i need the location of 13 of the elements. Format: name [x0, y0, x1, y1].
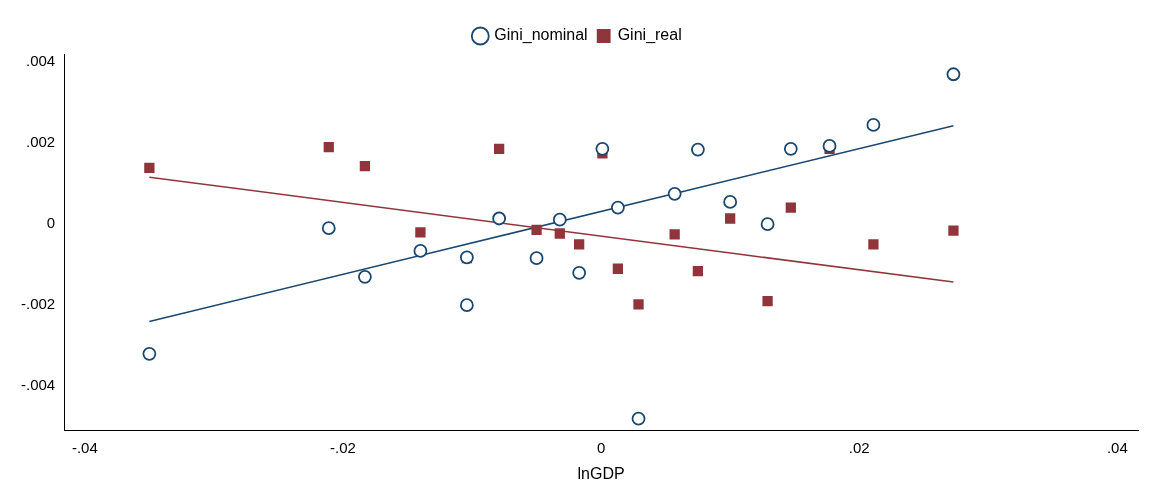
y-tick-label: 0 [46, 214, 56, 232]
y-tick-label: -.002 [20, 295, 56, 313]
y-tick-label: -.004 [20, 376, 56, 394]
x-axis-title: lnGDP [577, 464, 625, 482]
legend-label: Gini_real [617, 26, 682, 45]
y-tick-label: .002 [25, 133, 56, 151]
x-tick-label: .04 [1106, 438, 1128, 456]
x-tick-label: .02 [848, 438, 870, 456]
y-tick-label: .004 [25, 52, 56, 70]
x-tick-label: -.04 [71, 438, 98, 456]
legend-label: Gini_nominal [494, 26, 588, 45]
x-tick-label: -.02 [330, 438, 356, 456]
x-tick-label: 0 [596, 438, 606, 456]
